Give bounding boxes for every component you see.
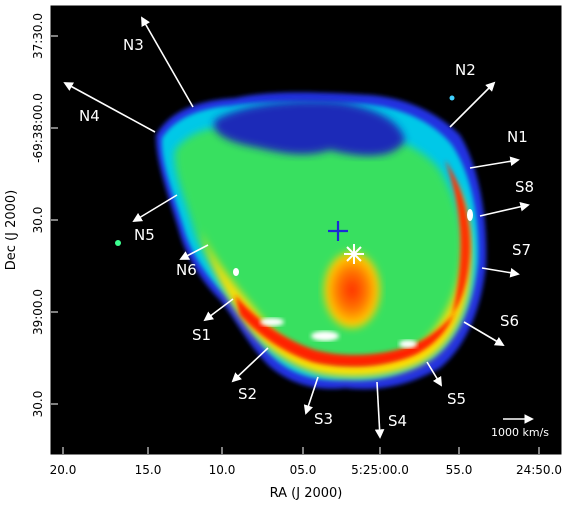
y-tick-labels: 37:30.0 -69:38:00.0 30.0 39:00.0 30.0 <box>31 13 45 417</box>
y-axis-label: Dec (J 2000) <box>4 190 19 270</box>
x-tick-labels: 20.0 15.0 10.0 05.0 5:25:00.0 55.0 24:50… <box>50 463 562 477</box>
arrow-s3 <box>303 376 319 415</box>
y-tick-label: 30.0 <box>31 207 45 234</box>
arrow-s4 <box>374 381 385 439</box>
arrow-n2 <box>449 81 496 128</box>
label-s3: S3 <box>314 410 333 428</box>
remnant-central-hotspot <box>324 252 380 328</box>
x-tick-label: 5:25:00.0 <box>351 463 409 477</box>
label-s2: S2 <box>238 385 257 403</box>
label-n4: N4 <box>79 107 100 125</box>
x-tick-label: 15.0 <box>135 463 162 477</box>
label-s6: S6 <box>500 312 519 330</box>
label-s4: S4 <box>388 412 407 430</box>
saturated-knot <box>399 340 417 348</box>
label-s8: S8 <box>515 178 534 196</box>
saturated-knot <box>311 331 339 341</box>
saturated-knot <box>233 268 239 276</box>
remnant-red-rim <box>235 295 455 367</box>
arrow-s7 <box>481 267 520 278</box>
label-n2: N2 <box>455 61 476 79</box>
x-tick-label: 10.0 <box>209 463 236 477</box>
star-marker <box>344 244 364 264</box>
arrow-n4 <box>63 82 156 133</box>
arrow-s2 <box>231 347 269 383</box>
y-tick-label: -69:38:00.0 <box>31 93 45 163</box>
arrow-s6 <box>463 321 505 346</box>
arrow-labels: N1 N2 N3 N4 N5 N6 S1 S2 S3 S4 S5 S6 S7 S… <box>79 36 549 439</box>
remnant-dark-region <box>214 100 405 156</box>
x-tick-label: 55.0 <box>446 463 473 477</box>
y-tick-label: 39:00.0 <box>31 289 45 335</box>
saturated-knot <box>260 318 284 326</box>
point-source <box>449 95 455 101</box>
arrow-s5 <box>426 361 442 387</box>
x-tick-label: 05.0 <box>290 463 317 477</box>
velocity-arrows <box>63 16 534 439</box>
arrow-n6 <box>179 244 209 260</box>
label-n5: N5 <box>134 226 155 244</box>
y-tick-label: 37:30.0 <box>31 13 45 59</box>
label-s5: S5 <box>447 390 466 408</box>
arrow-n3 <box>141 16 194 108</box>
arrow-s8 <box>479 202 530 217</box>
label-s7: S7 <box>512 241 531 259</box>
label-n1: N1 <box>507 128 528 146</box>
x-tick-label: 20.0 <box>50 463 77 477</box>
label-n6: N6 <box>176 261 197 279</box>
point-source <box>115 240 121 246</box>
center-cross-marker <box>328 221 348 241</box>
plot-frame <box>50 5 562 455</box>
remnant-red-right <box>445 160 471 315</box>
saturated-knot <box>467 209 473 221</box>
x-tick-label: 24:50.0 <box>516 463 562 477</box>
y-tick-label: 30.0 <box>31 391 45 418</box>
label-s1: S1 <box>192 326 211 344</box>
arrow-n1 <box>469 156 520 169</box>
scale-bar-label: 1000 km/s <box>491 426 549 439</box>
label-n3: N3 <box>123 36 144 54</box>
arrow-n5 <box>132 194 178 222</box>
arrow-s1 <box>203 298 234 322</box>
supernova-remnant <box>155 92 487 390</box>
x-axis-label: RA (J 2000) <box>270 486 343 501</box>
tick-marks <box>51 35 540 454</box>
